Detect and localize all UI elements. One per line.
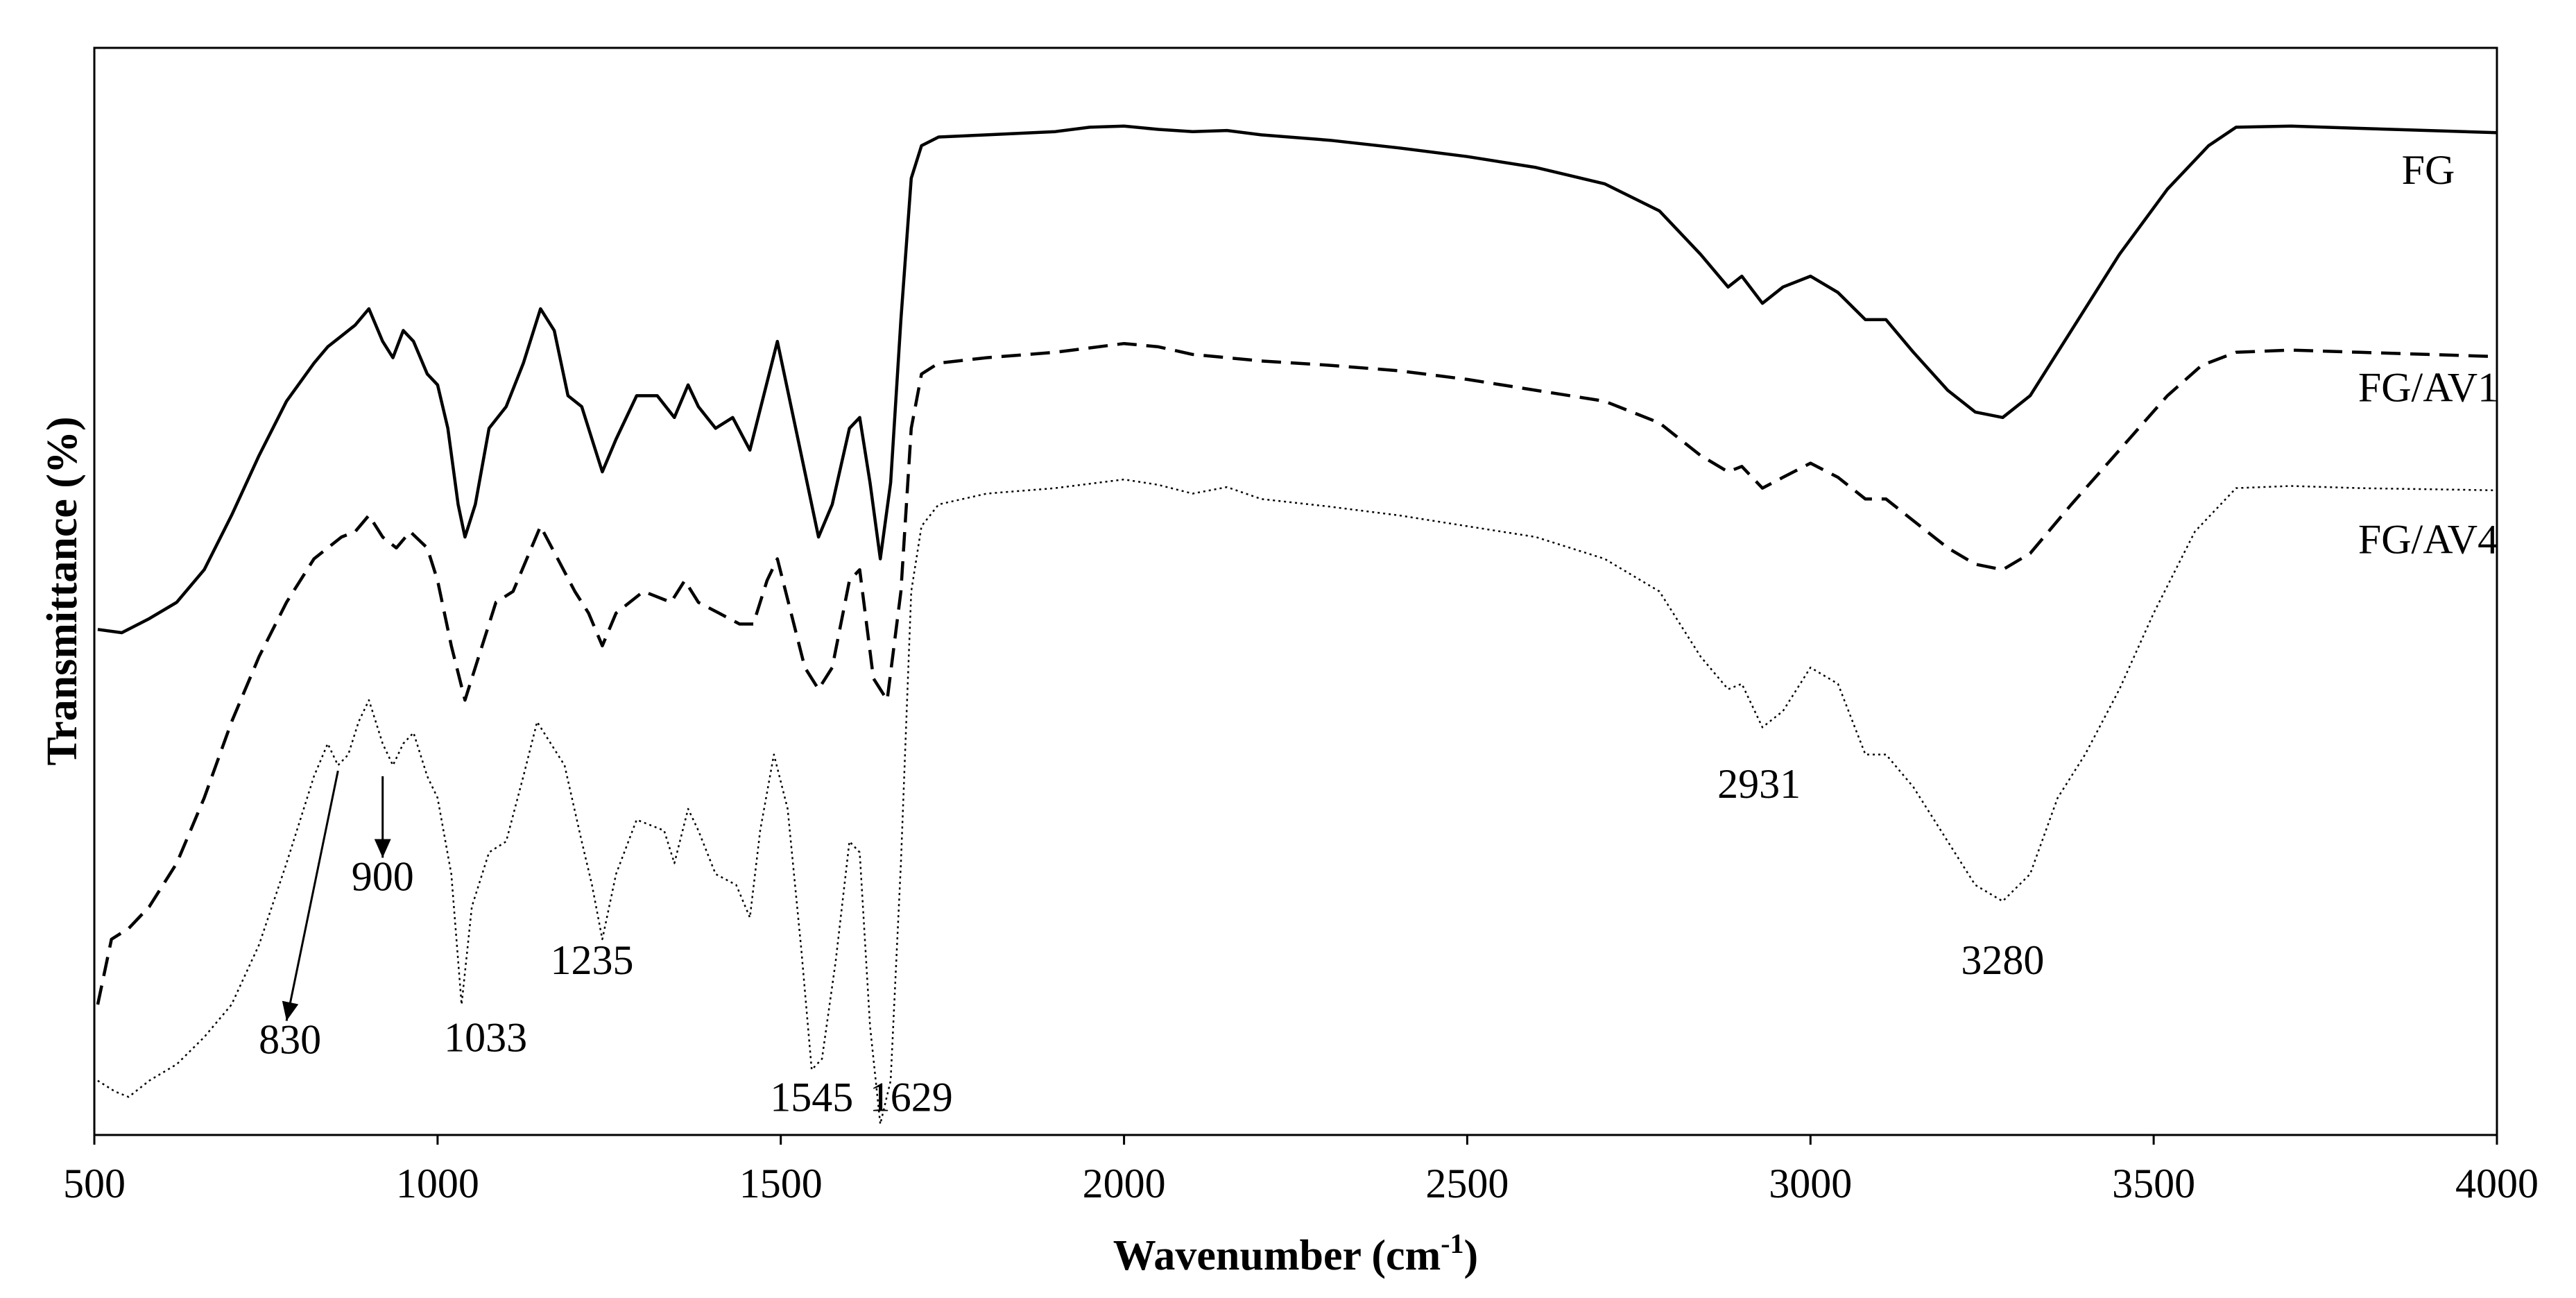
series-layer (96, 124, 2498, 1125)
x-tick-label-3000: 3000 (1769, 1161, 1852, 1206)
series-line-2 (97, 478, 2498, 1125)
x-tick-label-1000: 1000 (396, 1161, 479, 1206)
plot-area-frame (93, 46, 2498, 1136)
series-line-0 (97, 124, 2498, 635)
peak-label-1033: 1033 (444, 1014, 527, 1060)
peak-label-1629: 1629 (870, 1075, 953, 1120)
x-tick-label-500: 500 (63, 1161, 126, 1206)
peak-label-900: 900 (352, 853, 414, 899)
peak-label-830: 830 (259, 1017, 321, 1063)
series-labels: FG FG/AV1 FG/AV4 (2358, 147, 2498, 563)
x-axis-title: Wavenumber (cm-1) (1113, 1228, 1478, 1279)
series-line-1 (96, 341, 2498, 1005)
x-axis-ticks: 500 1000 1500 2000 2500 3000 3500 4000 (63, 1135, 2539, 1206)
y-axis-title: Transmittance (%) (39, 416, 86, 765)
peak-label-3280: 3280 (1961, 937, 2044, 983)
series-label-0: FG (2402, 147, 2455, 193)
peak-annotations: 830 900 1033 1235 1545 1629 2931 3280 (259, 761, 2044, 1120)
x-axis-title-sup: -1 (1441, 1228, 1463, 1259)
x-tick-label-2000: 2000 (1083, 1161, 1166, 1206)
x-tick-label-4000: 4000 (2455, 1161, 2539, 1206)
annotation-arrow-0 (282, 770, 339, 1021)
peak-label-2931: 2931 (1717, 761, 1801, 807)
x-tick-label-2500: 2500 (1425, 1161, 1509, 1206)
x-tick-label-1500: 1500 (739, 1161, 823, 1206)
x-tick-label-3500: 3500 (2112, 1161, 2195, 1206)
peak-label-1545: 1545 (770, 1075, 853, 1120)
series-label-1: FG/AV1 (2358, 364, 2498, 410)
peak-label-1235: 1235 (551, 937, 634, 983)
annotation-arrows (282, 770, 391, 1021)
series-label-2: FG/AV4 (2358, 517, 2498, 563)
